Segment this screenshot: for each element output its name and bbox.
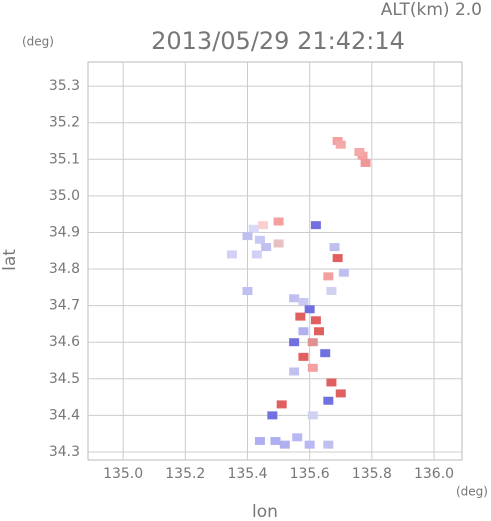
echo-point bbox=[289, 338, 300, 347]
echo-point bbox=[335, 389, 346, 398]
echo-point bbox=[295, 312, 306, 321]
echo-point bbox=[354, 147, 365, 156]
y-unit: (deg) bbox=[22, 35, 54, 49]
x-tick-label: 135.6 bbox=[290, 466, 330, 482]
echo-point bbox=[360, 158, 371, 167]
echo-point bbox=[279, 440, 290, 449]
y-tick-label: 34.7 bbox=[49, 298, 80, 314]
echo-point bbox=[242, 286, 253, 295]
chart-title: 2013/05/29 21:42:14 bbox=[151, 27, 405, 55]
echo-point bbox=[310, 316, 321, 325]
y-axis-label: lat bbox=[0, 249, 20, 271]
y-tick-label: 34.9 bbox=[49, 224, 80, 240]
echo-point bbox=[292, 433, 303, 442]
echo-point bbox=[276, 400, 287, 409]
echo-point bbox=[254, 436, 265, 445]
echo-point bbox=[242, 232, 253, 241]
echo-point bbox=[310, 221, 321, 230]
echo-point bbox=[254, 235, 265, 244]
echo-point bbox=[298, 352, 309, 361]
x-tick-label: 135.4 bbox=[227, 466, 267, 482]
y-tick-label: 34.3 bbox=[49, 444, 80, 460]
echo-point bbox=[326, 286, 337, 295]
echo-point bbox=[226, 250, 237, 259]
echo-point bbox=[289, 367, 300, 376]
x-tick-label: 136.0 bbox=[414, 466, 454, 482]
y-tick-label: 34.8 bbox=[49, 261, 80, 277]
echo-point bbox=[304, 305, 315, 314]
echo-point bbox=[320, 349, 331, 358]
y-tick-label: 35.1 bbox=[49, 151, 80, 167]
echo-point bbox=[267, 411, 278, 420]
y-tick-label: 35.3 bbox=[49, 78, 80, 94]
echo-point bbox=[273, 239, 284, 248]
echo-point bbox=[313, 327, 324, 336]
echo-point bbox=[335, 140, 346, 149]
x-axis-label: lon bbox=[252, 502, 278, 521]
echo-point bbox=[326, 378, 337, 387]
echo-point bbox=[307, 338, 318, 347]
echo-point bbox=[323, 272, 334, 281]
echo-point bbox=[298, 327, 309, 336]
echo-point bbox=[323, 440, 334, 449]
y-tick-label: 34.6 bbox=[49, 334, 80, 350]
echo-point bbox=[261, 243, 272, 252]
echo-point bbox=[273, 217, 284, 226]
x-unit: (deg) bbox=[456, 485, 488, 499]
x-tick-label: 135.8 bbox=[352, 466, 392, 482]
y-tick-label: 34.4 bbox=[49, 407, 80, 423]
echo-point bbox=[329, 243, 340, 252]
echo-point bbox=[307, 363, 318, 372]
echo-point bbox=[338, 268, 349, 277]
x-tick-label: 135.0 bbox=[103, 466, 143, 482]
echo-point bbox=[332, 254, 343, 263]
echo-point bbox=[307, 411, 318, 420]
y-tick-label: 35.2 bbox=[49, 115, 80, 131]
y-tick-label: 35.0 bbox=[49, 188, 80, 204]
echo-point bbox=[258, 221, 269, 230]
echo-point bbox=[248, 224, 259, 233]
echo-point bbox=[251, 250, 262, 259]
x-tick-label: 135.2 bbox=[165, 466, 205, 482]
altitude-label: ALT(km) 2.0 bbox=[381, 0, 482, 20]
plot-frame bbox=[87, 61, 463, 461]
echo-point bbox=[323, 396, 334, 405]
echo-point bbox=[298, 297, 309, 306]
y-tick-label: 34.5 bbox=[49, 371, 80, 387]
echo-point bbox=[270, 436, 281, 445]
echo-point bbox=[289, 294, 300, 303]
echo-point bbox=[304, 440, 315, 449]
